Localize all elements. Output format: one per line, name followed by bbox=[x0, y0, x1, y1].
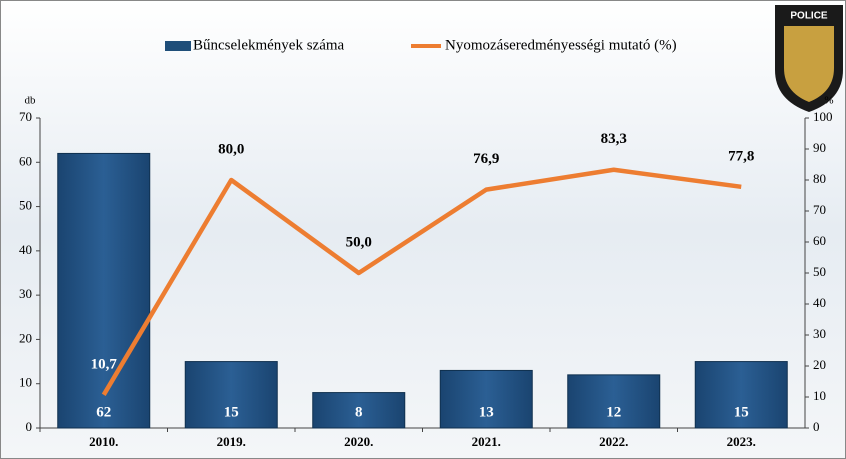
logo-text: POLICE bbox=[790, 11, 828, 22]
x-tick-label: 2021. bbox=[472, 434, 501, 449]
y-tick-label: 60 bbox=[19, 153, 32, 168]
y-tick-label: 50 bbox=[19, 198, 32, 213]
bar-label: 62 bbox=[96, 404, 111, 420]
bar-label: 15 bbox=[224, 404, 239, 420]
x-tick-label: 2010. bbox=[89, 434, 118, 449]
bar bbox=[567, 374, 661, 429]
bar-label: 13 bbox=[479, 404, 494, 420]
y2-tick-label: 10 bbox=[813, 388, 826, 403]
y-tick-label: 30 bbox=[19, 286, 32, 301]
x-tick-label: 2020. bbox=[344, 434, 373, 449]
line-label: 83,3 bbox=[601, 131, 627, 147]
y-tick-label: 70 bbox=[19, 109, 32, 124]
bar-label: 12 bbox=[606, 404, 621, 420]
line-label: 50,0 bbox=[346, 234, 372, 250]
legend-label: Nyomozáseredményességi mutató (%) bbox=[445, 37, 677, 53]
legend-label: Bűncselekmények száma bbox=[193, 37, 345, 53]
x-tick-label: 2023. bbox=[727, 434, 756, 449]
y2-tick-label: 60 bbox=[813, 233, 826, 248]
x-tick-label: 2019. bbox=[217, 434, 246, 449]
line-label: 77,8 bbox=[728, 148, 754, 164]
line-label: 80,0 bbox=[218, 141, 244, 157]
y2-tick-label: 0 bbox=[813, 419, 820, 434]
line bbox=[101, 167, 742, 396]
line-label: 10,7 bbox=[91, 356, 118, 372]
bar-label: 15 bbox=[734, 404, 749, 420]
y-axis-title: db bbox=[25, 95, 37, 107]
bar-label: 8 bbox=[355, 404, 363, 420]
x-tick-label: 2022. bbox=[599, 434, 628, 449]
y2-tick-label: 90 bbox=[813, 140, 826, 155]
y2-tick-label: 70 bbox=[813, 202, 826, 217]
y2-tick-label: 50 bbox=[813, 264, 826, 279]
y-tick-label: 10 bbox=[19, 375, 32, 390]
bar bbox=[439, 369, 533, 429]
y2-tick-label: 40 bbox=[813, 295, 826, 310]
logo: POLICE bbox=[775, 5, 843, 112]
bar bbox=[694, 361, 788, 429]
y2-tick-label: 100 bbox=[813, 109, 833, 124]
bar bbox=[57, 152, 151, 429]
y-tick-label: 20 bbox=[19, 330, 32, 345]
y2-tick-label: 20 bbox=[813, 357, 826, 372]
line-label: 76,9 bbox=[473, 151, 499, 167]
logo-inner bbox=[784, 26, 834, 102]
y2-tick-label: 80 bbox=[813, 171, 826, 186]
y2-tick-label: 30 bbox=[813, 326, 826, 341]
y2-axis-title: % bbox=[824, 95, 833, 107]
bar bbox=[312, 392, 406, 429]
y-tick-label: 40 bbox=[19, 242, 32, 257]
bar bbox=[184, 361, 278, 429]
y-tick-label: 0 bbox=[26, 419, 33, 434]
legend-swatch bbox=[165, 41, 191, 51]
